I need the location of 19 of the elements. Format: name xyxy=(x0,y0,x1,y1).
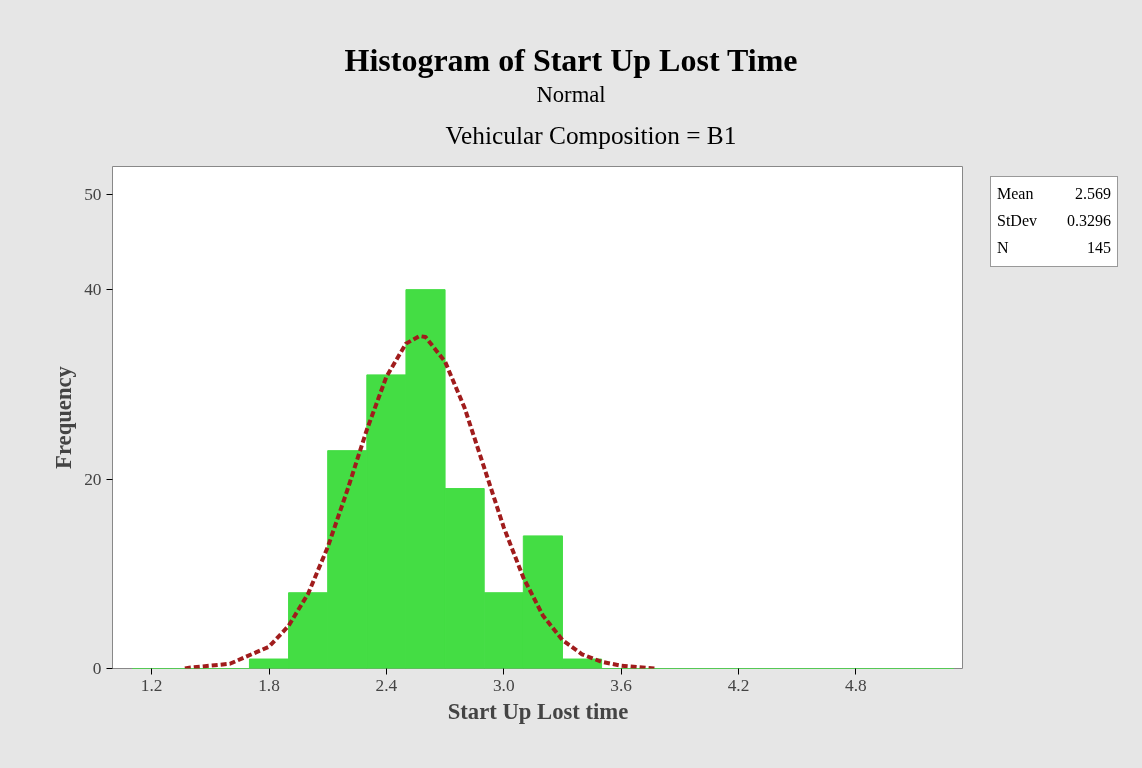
text: Mean 2.569 xyxy=(997,185,1111,202)
x-tick-label: 3.6 xyxy=(610,675,633,695)
x-tick-label: 1.2 xyxy=(140,675,163,695)
y-tick-label: 20 xyxy=(84,469,102,489)
x-tick-label: 4.2 xyxy=(727,675,750,695)
y-axis-title: Frequency xyxy=(51,365,77,469)
x-tick-label: 4.8 xyxy=(845,675,867,695)
text: Vehicular Composition = B1 xyxy=(444,120,738,151)
chart-subtitle: Normal xyxy=(535,81,607,109)
text: StDev 0.3296 xyxy=(997,211,1111,229)
x-axis-title: Start Up Lost time xyxy=(447,698,629,724)
y-tick-label: 50 xyxy=(84,185,102,205)
y-tick-label: 0 xyxy=(92,659,102,678)
y-tick-label: 40 xyxy=(84,280,102,300)
x-tick-label: 1.8 xyxy=(258,675,280,695)
text: N 145 xyxy=(997,238,1111,256)
x-tick-label: 2.4 xyxy=(375,675,398,695)
chart-title: Histogram of Start Up Lost Time xyxy=(343,41,799,80)
x-tick-label: 3.0 xyxy=(492,675,515,695)
